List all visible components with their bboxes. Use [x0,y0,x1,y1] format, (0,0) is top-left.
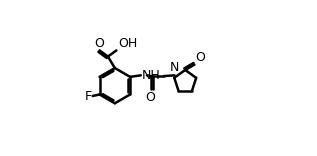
Text: O: O [145,91,155,104]
Text: OH: OH [118,37,137,50]
Text: N: N [170,61,179,74]
Text: O: O [195,51,205,64]
Text: F: F [85,90,92,102]
Text: O: O [94,37,104,50]
Text: NH: NH [142,69,160,82]
